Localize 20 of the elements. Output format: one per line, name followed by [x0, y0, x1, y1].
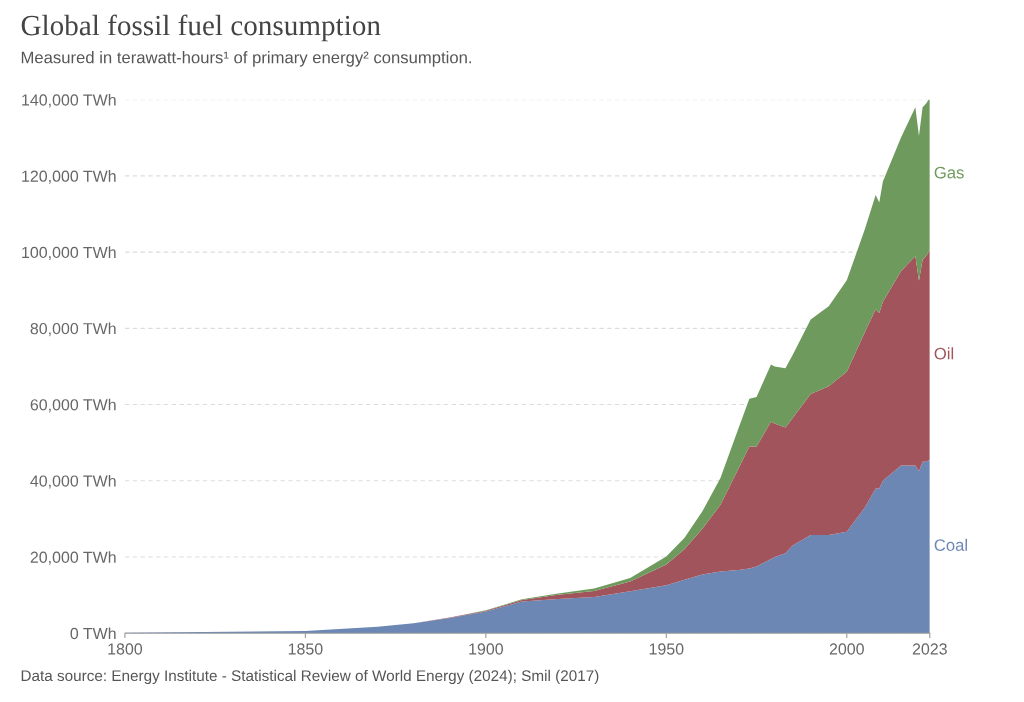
- x-tick-label: 1850: [288, 643, 323, 655]
- series-label: Gas: [934, 166, 964, 179]
- y-tick-label: 60,000 TWh: [30, 398, 116, 413]
- y-tick-label: 40,000 TWh: [30, 474, 116, 489]
- y-tick-label: 20,000 TWh: [30, 551, 116, 565]
- series-label: Coal: [934, 538, 967, 551]
- y-tick-label: 80,000 TWh: [30, 322, 116, 337]
- chart-title: Global fossil fuel consumption: [21, 14, 381, 42]
- chart-subtitle: Measured in terawatt-hours¹ of primary energy² consumption.: [21, 51, 471, 67]
- x-tick-label: 2023: [912, 643, 947, 655]
- series-label: Oil: [934, 347, 954, 360]
- y-tick-label: 140,000 TWh: [22, 93, 116, 108]
- y-tick-label: 120,000 TWh: [22, 170, 116, 184]
- x-tick-label: 1950: [649, 643, 684, 655]
- x-tick-label: 1900: [469, 643, 503, 655]
- x-tick-label: 2000: [829, 643, 864, 655]
- x-tick-label: 1800: [108, 643, 143, 655]
- y-tick-label: 100,000 TWh: [22, 246, 116, 260]
- y-tick-label: 0 TWh: [70, 627, 116, 640]
- source-note: Data source: Energy Institute - Statistical Review of World Energy (2024); Smil (2017): [21, 669, 599, 685]
